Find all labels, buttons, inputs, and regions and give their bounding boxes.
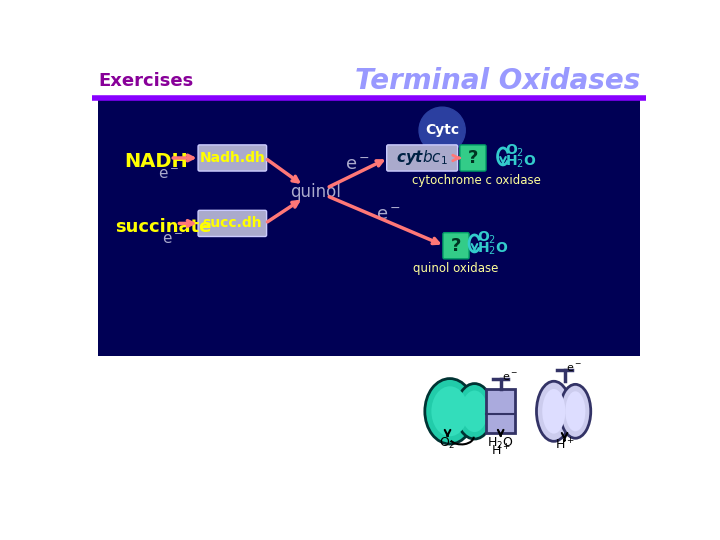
Text: H$^+$: H$^+$	[555, 437, 575, 453]
Ellipse shape	[425, 379, 475, 444]
Ellipse shape	[456, 383, 493, 439]
Bar	[486, 389, 516, 433]
Ellipse shape	[431, 386, 468, 436]
Text: H$_2$O: H$_2$O	[487, 436, 514, 451]
Text: quinol oxidase: quinol oxidase	[413, 262, 499, 275]
Text: O$_2$: O$_2$	[439, 436, 456, 451]
FancyBboxPatch shape	[443, 233, 469, 259]
Text: Nadh.dh: Nadh.dh	[199, 151, 265, 165]
Text: e$^-$: e$^-$	[162, 232, 184, 247]
Text: cyt$bc_1$: cyt$bc_1$	[396, 148, 448, 167]
Text: O$_2$: O$_2$	[477, 230, 496, 246]
Bar	[92, 65, 647, 97]
Text: e$^-$: e$^-$	[566, 363, 582, 374]
Text: H$_2$O: H$_2$O	[505, 153, 536, 170]
Text: Cytc: Cytc	[425, 123, 459, 137]
Text: succ.dh: succ.dh	[202, 217, 262, 231]
Text: e$^-$: e$^-$	[503, 372, 518, 382]
Text: e$^-$: e$^-$	[158, 167, 179, 181]
Ellipse shape	[536, 381, 571, 441]
Text: ?: ?	[468, 149, 478, 167]
Text: H$_2$O: H$_2$O	[477, 241, 508, 257]
FancyBboxPatch shape	[198, 145, 266, 171]
Text: O$_2$: O$_2$	[505, 143, 524, 159]
Circle shape	[419, 107, 465, 153]
Text: Terminal Oxidases: Terminal Oxidases	[355, 67, 640, 95]
Bar	[98, 100, 640, 356]
Text: quinol: quinol	[289, 183, 341, 201]
Text: ?: ?	[451, 237, 462, 255]
Ellipse shape	[560, 384, 590, 438]
Text: Exercises: Exercises	[98, 72, 193, 90]
FancyBboxPatch shape	[198, 211, 266, 237]
Text: e$^-$: e$^-$	[376, 206, 401, 224]
Ellipse shape	[565, 392, 585, 431]
Text: NADH: NADH	[124, 152, 188, 171]
Text: H$^+$: H$^+$	[491, 444, 510, 459]
FancyBboxPatch shape	[460, 145, 486, 171]
FancyBboxPatch shape	[387, 145, 457, 171]
Text: e$^-$: e$^-$	[345, 156, 370, 174]
Ellipse shape	[462, 390, 487, 432]
Text: cytochrome c oxidase: cytochrome c oxidase	[413, 174, 541, 187]
Ellipse shape	[542, 389, 565, 434]
Text: succinate: succinate	[115, 218, 211, 235]
